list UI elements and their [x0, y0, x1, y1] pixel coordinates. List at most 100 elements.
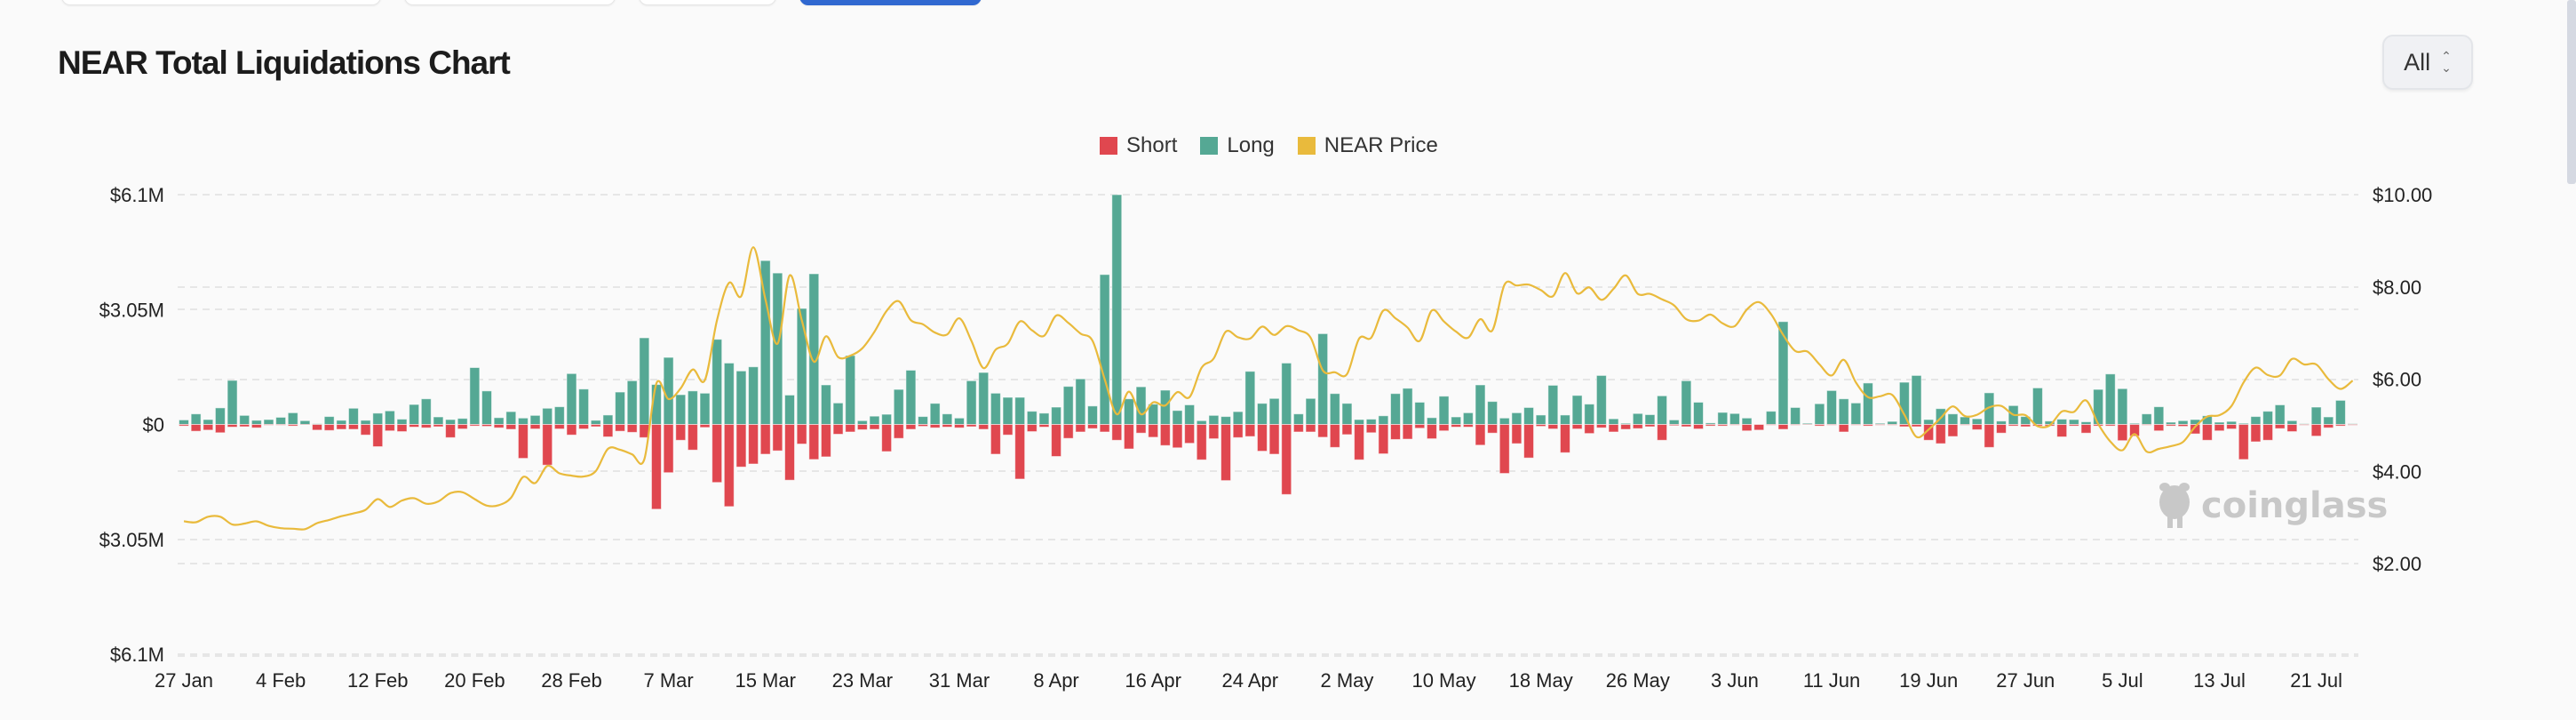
short-bar	[2274, 424, 2286, 429]
long-bar	[1584, 404, 1595, 425]
x-axis-tick-label: 7 Mar	[643, 669, 693, 692]
long-bar	[1608, 418, 1619, 425]
short-bar	[602, 424, 614, 437]
long-bar	[1559, 414, 1570, 425]
short-bar	[1159, 424, 1171, 446]
short-bar	[275, 424, 287, 426]
long-bar	[1693, 401, 1704, 425]
short-bar	[881, 424, 893, 452]
long-bar	[1111, 194, 1123, 425]
bars	[179, 194, 2358, 510]
short-bar	[2310, 424, 2322, 437]
long-bar	[1777, 321, 1789, 426]
long-bar	[505, 411, 517, 425]
long-bar	[1026, 411, 1038, 425]
short-bar	[2177, 424, 2189, 428]
short-bar	[214, 424, 226, 434]
long-bar	[1038, 412, 1050, 426]
long-bar	[1657, 395, 1668, 426]
short-bar	[1292, 424, 1304, 433]
legend-label-price: NEAR Price	[1324, 133, 1438, 157]
short-bar	[1438, 424, 1450, 432]
short-bar	[1960, 424, 1971, 426]
long-bar	[784, 394, 795, 425]
short-bar	[1996, 424, 2007, 434]
coinglass-logo-icon	[2159, 483, 2190, 528]
long-bar	[1790, 406, 1801, 425]
short-bar	[1244, 424, 1256, 437]
short-bar	[2347, 424, 2358, 426]
long-bar	[905, 369, 917, 425]
short-bar	[1014, 424, 1026, 480]
short-bar	[420, 424, 432, 428]
short-bar	[287, 424, 298, 427]
short-bar	[1208, 424, 1220, 440]
short-bar	[1220, 424, 1232, 482]
chart-title: NEAR Total Liquidations Chart	[58, 44, 511, 81]
short-bar	[445, 424, 457, 438]
short-bar	[578, 424, 590, 430]
long-bar	[323, 416, 335, 426]
long-bar	[590, 420, 601, 426]
long-bar	[1184, 404, 1196, 425]
short-bar	[590, 424, 601, 428]
short-bar	[2190, 424, 2201, 435]
short-bar	[929, 424, 941, 428]
long-bar	[1099, 274, 1110, 426]
short-bar	[566, 424, 577, 436]
short-bar	[2104, 424, 2116, 427]
long-bar	[1390, 393, 1401, 426]
long-bar	[2104, 373, 2116, 425]
short-bar	[1826, 424, 1838, 426]
long-bar	[626, 380, 638, 425]
x-axis-tick-label: 5 Jul	[2102, 669, 2143, 692]
long-bar	[1329, 393, 1340, 426]
long-bar	[1292, 413, 1304, 426]
page-scrollbar[interactable]	[2567, 0, 2576, 184]
short-bar	[2238, 424, 2249, 460]
x-axis-tick-label: 4 Feb	[256, 669, 306, 692]
range-select[interactable]: All ⌃ ⌄	[2382, 35, 2473, 90]
legend-item-long[interactable]: Long	[1200, 133, 1275, 158]
short-bar	[1511, 424, 1523, 444]
short-bar	[1911, 424, 1922, 428]
long-bar	[639, 337, 650, 425]
left-axis-tick-label: $6.1M	[110, 644, 164, 666]
short-bar	[481, 424, 492, 428]
short-bar	[1571, 424, 1583, 430]
short-bar	[1559, 424, 1570, 453]
short-bar	[336, 424, 347, 430]
short-bar	[1862, 424, 1873, 427]
long-bar	[1595, 374, 1607, 426]
x-axis-tick-label: 3 Jun	[1711, 669, 1759, 692]
short-bar	[1451, 424, 1462, 428]
long-bar	[990, 392, 1001, 426]
long-bar	[1305, 397, 1316, 425]
long-bar	[457, 418, 468, 425]
left-axis-labels: $6.1M $3.05M $0 $3.05M $6.1M	[99, 184, 164, 666]
short-bar	[2165, 424, 2176, 427]
long-bar	[214, 407, 226, 425]
long-bar	[1887, 420, 1898, 425]
short-bar	[372, 424, 384, 448]
x-axis-labels: 27 Jan 4 Feb 12 Feb 20 Feb 28 Feb 7 Mar 15 Mar…	[155, 669, 2342, 692]
legend-item-short[interactable]: Short	[1100, 133, 1177, 158]
short-bar	[1196, 424, 1207, 460]
short-bar	[529, 424, 541, 430]
legend-item-price[interactable]: NEAR Price	[1297, 133, 1438, 158]
long-bar	[203, 419, 214, 426]
short-bar	[1256, 424, 1268, 452]
short-bar	[1354, 424, 1365, 460]
short-bar	[1475, 424, 1486, 446]
x-axis-tick-label: 28 Feb	[541, 669, 602, 692]
short-bar	[675, 424, 687, 441]
short-bar	[2334, 424, 2346, 427]
right-axis-labels: $10.00 $8.00 $6.00 $4.00 $2.00	[2373, 184, 2432, 575]
short-bar	[1487, 424, 1499, 434]
x-axis-tick-label: 31 Mar	[929, 669, 990, 692]
short-bar	[299, 424, 311, 426]
short-bar	[845, 424, 856, 433]
coinglass-watermark: coinglass	[2159, 483, 2388, 528]
short-bar	[1765, 424, 1777, 426]
short-bar	[687, 424, 698, 451]
